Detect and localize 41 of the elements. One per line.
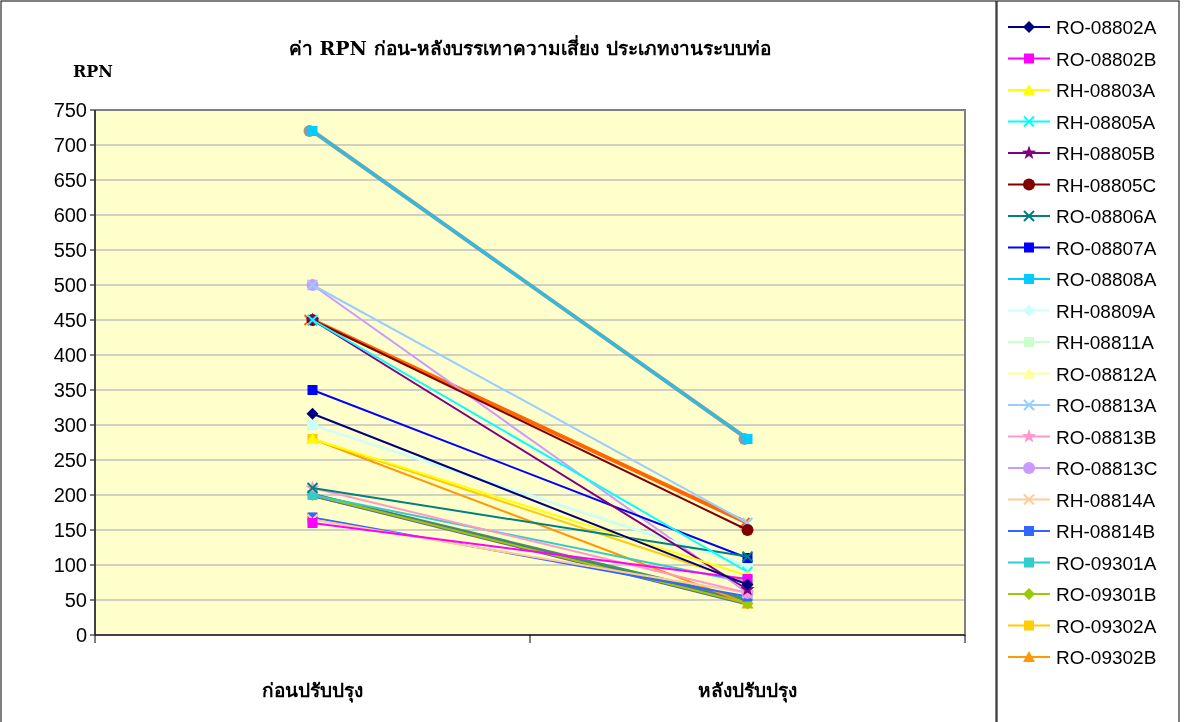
y-tick-label: 450 xyxy=(53,309,87,331)
legend-label: RH-08811A xyxy=(1056,332,1155,353)
legend-label: RO-08807A xyxy=(1056,237,1157,259)
legend-label: RO-08813C xyxy=(1056,458,1158,479)
y-axis-title: RPN xyxy=(73,62,113,81)
y-tick-label: 100 xyxy=(53,554,87,576)
legend-label: RO-09302A xyxy=(1056,615,1157,637)
y-tick-label: 500 xyxy=(53,274,87,296)
legend-label: RH-08814A xyxy=(1056,489,1156,511)
legend-label: RO-08802B xyxy=(1056,48,1157,70)
y-tick-label: 400 xyxy=(53,344,87,366)
legend-label: RO-09302B xyxy=(1056,647,1157,668)
y-tick-label: 50 xyxy=(64,589,87,611)
chart-title: ค่า RPN ก่อน-หลังบรรเทาความเสี่ยง ประเภทงานระบบท่อ xyxy=(288,35,772,59)
legend-label: RO-08812A xyxy=(1056,363,1157,385)
legend-label: RH-08805A xyxy=(1056,111,1156,133)
legend-label: RO-08802A xyxy=(1056,17,1157,38)
legend-label: RO-08806A xyxy=(1056,206,1157,227)
x-tick-label: ก่อนปรับปรุง xyxy=(262,679,363,703)
y-tick-label: 0 xyxy=(75,624,87,646)
legend-label: RO-08808A xyxy=(1056,269,1157,290)
legend-label: RH-08814B xyxy=(1056,521,1156,542)
legend-label: RH-08803A xyxy=(1056,80,1156,101)
y-tick-label: 700 xyxy=(53,134,87,156)
y-tick-label: 200 xyxy=(53,484,87,506)
y-tick-label: 350 xyxy=(53,379,87,401)
legend-label: RH-08809A xyxy=(1056,300,1156,322)
legend-label: RH-08805B xyxy=(1056,143,1156,164)
y-tick-label: 550 xyxy=(53,239,87,261)
y-tick-label: 750 xyxy=(53,99,87,121)
legend-label: RO-08813B xyxy=(1056,426,1157,448)
legend-label: RO-09301B xyxy=(1056,584,1157,605)
y-tick-label: 600 xyxy=(53,204,87,226)
y-tick-label: 150 xyxy=(53,519,87,541)
legend-label: RO-09301A xyxy=(1056,552,1157,574)
y-tick-label: 250 xyxy=(53,449,87,471)
y-tick-label: 300 xyxy=(53,414,87,436)
legend-label: RH-08805C xyxy=(1056,174,1157,196)
x-tick-label: หลังปรับปรุง xyxy=(698,679,797,703)
legend-label: RO-08813A xyxy=(1056,395,1157,416)
y-tick-label: 650 xyxy=(53,169,87,191)
